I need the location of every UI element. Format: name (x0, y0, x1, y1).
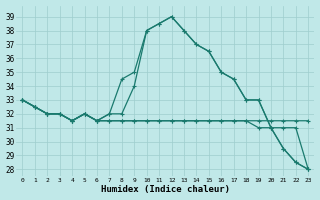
X-axis label: Humidex (Indice chaleur): Humidex (Indice chaleur) (101, 185, 230, 194)
